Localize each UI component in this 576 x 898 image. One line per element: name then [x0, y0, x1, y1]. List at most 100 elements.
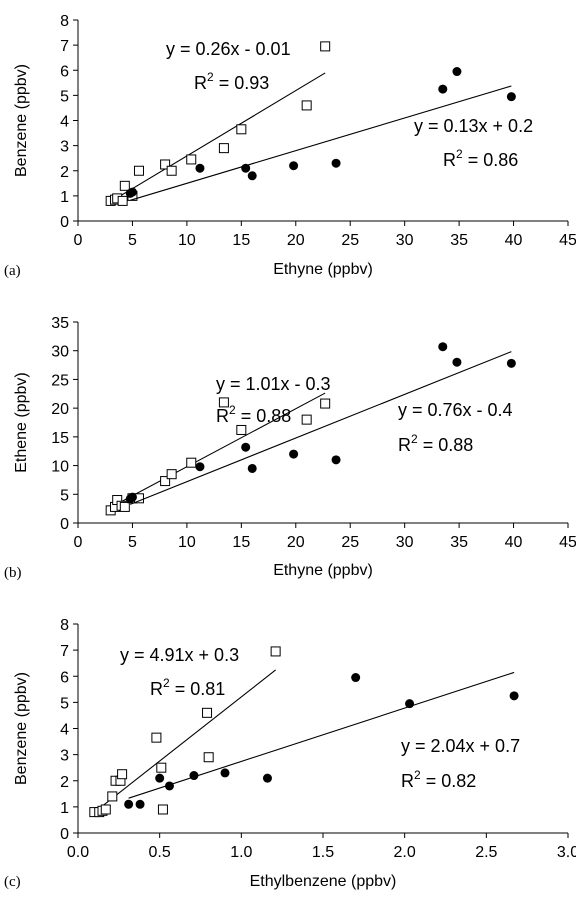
- data-point-circle: [195, 462, 205, 472]
- r-squared-label: R2 = 0.86: [443, 147, 518, 170]
- r-squared-label: R2 = 0.82: [401, 768, 476, 791]
- y-tick-label: 3: [60, 139, 69, 156]
- open-square-series: y = 0.26x - 0.01 R2 = 0.93: [105, 39, 331, 206]
- superscript-two: 2: [163, 676, 170, 690]
- y-axis-title: Benzene (ppbv): [13, 672, 30, 785]
- data-point-square: [100, 804, 111, 815]
- r-squared-value: = 0.88: [236, 406, 292, 426]
- y-tick-label: 30: [51, 344, 69, 361]
- data-point-square: [119, 501, 130, 512]
- x-tick-label: 40: [505, 534, 523, 551]
- data-point-circle: [509, 691, 519, 701]
- data-point-circle: [506, 358, 516, 368]
- chart-panel-3: 0.0 0.5 1.0 1.5 2.0 2.5 3.0 0 1 2 3 4 5 6 7 8 Ethylbenze…: [4, 617, 576, 890]
- data-point-circle: [405, 699, 415, 709]
- fit-line: [130, 85, 512, 201]
- x-tick-label: 0: [74, 534, 83, 551]
- y-tick-label: 5: [60, 88, 69, 105]
- r-symbol: R: [150, 679, 163, 699]
- y-tick-label: 25: [51, 372, 69, 389]
- r-squared-label: R2 = 0.88: [216, 403, 291, 426]
- r-symbol: R: [216, 406, 229, 426]
- fit-equation-label: y = 2.04x + 0.7: [401, 736, 520, 756]
- x-tick-label: 0.5: [149, 844, 171, 861]
- data-point-circle: [351, 673, 361, 683]
- x-tick-label: 45: [559, 232, 576, 249]
- x-axis-title: Ethyne (ppbv): [273, 261, 373, 278]
- y-tick-label: 8: [60, 617, 69, 634]
- y-axis-title: Benzene (ppbv): [13, 64, 30, 177]
- data-point-circle: [164, 781, 174, 791]
- fit-equation-label: y = 0.76x - 0.4: [398, 400, 513, 420]
- data-point-square: [156, 762, 167, 773]
- y-tick-label: 2: [60, 164, 69, 181]
- r-squared-label: R2 = 0.88: [398, 432, 473, 455]
- y-tick-label: 35: [51, 315, 69, 332]
- superscript-two: 2: [456, 147, 463, 161]
- r-squared-label: R2 = 0.81: [150, 676, 225, 699]
- data-point-square: [107, 791, 118, 802]
- y-tick-label: 15: [51, 430, 69, 447]
- x-tick-label: 25: [341, 232, 359, 249]
- r-squared-value: = 0.93: [214, 73, 270, 93]
- y-tick-label: 0: [60, 516, 69, 533]
- data-point-circle: [506, 92, 516, 102]
- y-tick-label: 0: [60, 826, 69, 843]
- x-tick-label: 15: [232, 232, 250, 249]
- superscript-two: 2: [411, 432, 418, 446]
- data-point-square: [160, 476, 171, 487]
- data-point-circle: [289, 449, 299, 459]
- fit-equation-label: y = 1.01x - 0.3: [216, 374, 331, 394]
- r-symbol: R: [194, 73, 207, 93]
- y-tick-label: 5: [60, 487, 69, 504]
- x-axis-title: Ethyne (ppbv): [273, 562, 373, 579]
- data-point-square: [218, 143, 229, 154]
- superscript-two: 2: [229, 403, 236, 417]
- fit-line: [110, 392, 326, 508]
- x-tick-label: 10: [178, 232, 196, 249]
- x-tick-label: 30: [396, 232, 414, 249]
- data-point-circle: [135, 799, 145, 809]
- filled-circle-series: y = 0.76x - 0.4R2 = 0.88: [125, 342, 516, 505]
- data-point-circle: [241, 163, 251, 173]
- fit-equation-label: y = 0.26x - 0.01: [166, 39, 291, 59]
- data-point-square: [151, 732, 162, 743]
- x-tick-label: 20: [287, 534, 305, 551]
- x-tick-label: 2.0: [394, 844, 416, 861]
- data-point-square: [320, 41, 331, 52]
- r-symbol: R: [398, 435, 411, 455]
- panel-label: (c): [4, 874, 21, 890]
- y-axis-title: Ethene (ppbv): [13, 372, 30, 473]
- open-square-series: y = 1.01x - 0.3 R2 = 0.88: [105, 374, 331, 516]
- data-point-square: [270, 646, 281, 657]
- data-point-circle: [452, 357, 462, 367]
- data-point-circle: [189, 771, 199, 781]
- panel-label: (a): [4, 263, 21, 279]
- data-point-circle: [438, 342, 448, 352]
- y-tick-label: 8: [60, 13, 69, 30]
- x-tick-label: 1.0: [230, 844, 252, 861]
- y-tick-label: 1: [60, 800, 69, 817]
- y-tick-label: 1: [60, 189, 69, 206]
- r-symbol: R: [401, 771, 414, 791]
- x-tick-label: 1.5: [312, 844, 334, 861]
- data-point-circle: [289, 161, 299, 171]
- x-tick-label: 5: [128, 232, 137, 249]
- x-tick-label: 30: [396, 534, 414, 551]
- data-point-square: [166, 165, 177, 176]
- r-squared-value: = 0.88: [418, 435, 474, 455]
- data-point-circle: [220, 768, 230, 778]
- x-tick-label: 0: [74, 232, 83, 249]
- data-point-square: [320, 398, 331, 409]
- data-point-circle: [262, 773, 272, 783]
- x-tick-label: 3.0: [557, 844, 576, 861]
- x-tick-label: 35: [450, 232, 468, 249]
- panel-label: (b): [4, 565, 22, 581]
- open-square-series: y = 4.91x + 0.3 R2 = 0.81: [89, 645, 281, 818]
- y-tick-label: 6: [60, 63, 69, 80]
- x-tick-label: 15: [232, 534, 250, 551]
- y-tick-label: 7: [60, 38, 69, 55]
- y-tick-label: 3: [60, 748, 69, 765]
- data-point-square: [133, 165, 144, 176]
